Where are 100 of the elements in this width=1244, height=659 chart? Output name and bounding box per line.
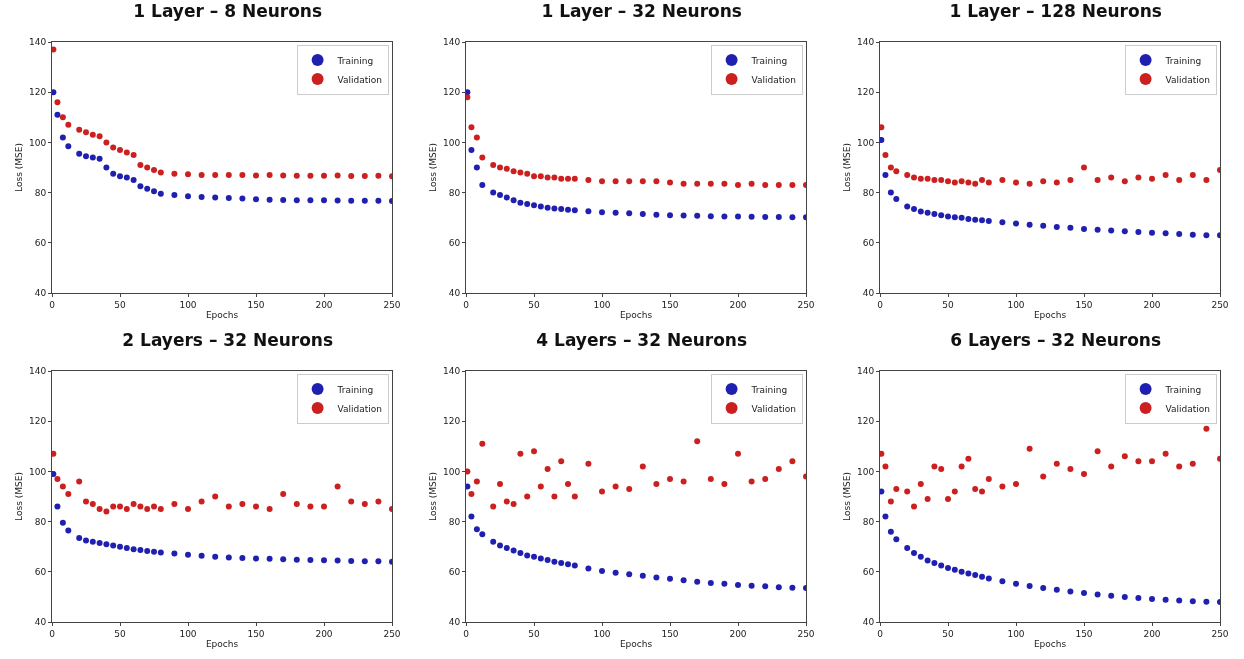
point bbox=[266, 196, 273, 203]
x-tick-label: 250 bbox=[797, 628, 815, 639]
point bbox=[999, 177, 1006, 184]
point bbox=[490, 503, 497, 510]
point bbox=[468, 490, 475, 497]
point bbox=[466, 483, 471, 490]
point bbox=[882, 513, 889, 520]
y-tick-label: 100 bbox=[29, 137, 47, 148]
point bbox=[972, 572, 979, 579]
point bbox=[951, 566, 958, 573]
point bbox=[931, 463, 938, 470]
y-axis-title: Loss (MSE) bbox=[842, 472, 853, 521]
point bbox=[1189, 231, 1196, 238]
point bbox=[1176, 597, 1183, 604]
point bbox=[1013, 580, 1019, 587]
point bbox=[1094, 177, 1101, 184]
point bbox=[157, 549, 164, 556]
point bbox=[473, 478, 480, 485]
x-axis-title: Epochs bbox=[619, 638, 653, 649]
point bbox=[789, 458, 796, 465]
point bbox=[321, 197, 327, 204]
point bbox=[1040, 585, 1047, 592]
point bbox=[96, 506, 103, 513]
point bbox=[626, 210, 633, 217]
point bbox=[924, 175, 931, 182]
point bbox=[1053, 460, 1060, 467]
y-tick-label: 60 bbox=[34, 566, 47, 577]
point bbox=[1176, 463, 1183, 470]
point bbox=[1149, 458, 1155, 465]
point bbox=[1121, 228, 1128, 235]
point bbox=[117, 173, 123, 180]
point bbox=[551, 493, 558, 500]
point bbox=[979, 217, 985, 224]
point bbox=[1026, 180, 1033, 187]
point bbox=[54, 111, 61, 118]
point bbox=[1189, 172, 1196, 179]
point bbox=[887, 528, 894, 535]
point bbox=[1135, 458, 1142, 465]
point bbox=[893, 168, 900, 175]
x-tick-label: 250 bbox=[1211, 628, 1229, 639]
point bbox=[653, 211, 660, 218]
point bbox=[571, 207, 578, 214]
point bbox=[144, 547, 151, 554]
point bbox=[524, 200, 531, 207]
point bbox=[1203, 425, 1210, 432]
point bbox=[537, 173, 544, 180]
point bbox=[185, 193, 191, 200]
point bbox=[225, 554, 232, 561]
point bbox=[198, 172, 205, 179]
y-tick-label: 80 bbox=[448, 516, 461, 527]
point bbox=[748, 582, 755, 589]
point bbox=[266, 172, 273, 179]
x-tick-label: 100 bbox=[1007, 299, 1025, 310]
x-tick-label: 100 bbox=[593, 299, 611, 310]
point bbox=[972, 216, 979, 223]
x-tick-label: 0 bbox=[49, 628, 56, 639]
point bbox=[280, 490, 287, 497]
point bbox=[924, 209, 931, 216]
x-tick-label: 200 bbox=[1143, 628, 1161, 639]
point bbox=[999, 578, 1006, 585]
y-tick-label: 40 bbox=[862, 288, 875, 299]
point bbox=[375, 558, 382, 565]
point bbox=[882, 151, 889, 158]
point bbox=[653, 480, 660, 487]
point bbox=[1162, 172, 1169, 179]
point bbox=[479, 531, 486, 538]
point bbox=[639, 463, 646, 470]
point bbox=[1135, 174, 1142, 181]
point bbox=[490, 161, 497, 168]
y-tick-label: 100 bbox=[443, 466, 461, 477]
point bbox=[748, 478, 755, 485]
point bbox=[334, 172, 341, 179]
point bbox=[911, 503, 917, 510]
point bbox=[537, 555, 544, 562]
y-tick-label: 60 bbox=[862, 237, 875, 248]
point bbox=[951, 179, 958, 186]
point bbox=[348, 558, 355, 565]
point bbox=[887, 498, 894, 505]
point bbox=[748, 213, 755, 220]
point bbox=[735, 213, 741, 220]
point bbox=[375, 498, 382, 505]
point bbox=[130, 177, 137, 184]
legend-label: Validation bbox=[751, 74, 797, 85]
point bbox=[293, 197, 300, 204]
point bbox=[157, 169, 164, 176]
y-tick-label: 60 bbox=[34, 237, 47, 248]
point bbox=[585, 208, 592, 215]
point bbox=[1026, 583, 1033, 590]
point bbox=[96, 155, 103, 162]
x-tick-label: 200 bbox=[315, 299, 333, 310]
point bbox=[585, 565, 592, 572]
point bbox=[103, 541, 110, 548]
point bbox=[266, 555, 273, 562]
y-tick-label: 40 bbox=[448, 288, 461, 299]
point bbox=[735, 582, 741, 589]
point bbox=[1135, 594, 1142, 601]
point bbox=[503, 165, 510, 172]
y-axis-title: Loss (MSE) bbox=[428, 143, 439, 192]
point bbox=[144, 164, 151, 171]
point bbox=[762, 583, 769, 590]
